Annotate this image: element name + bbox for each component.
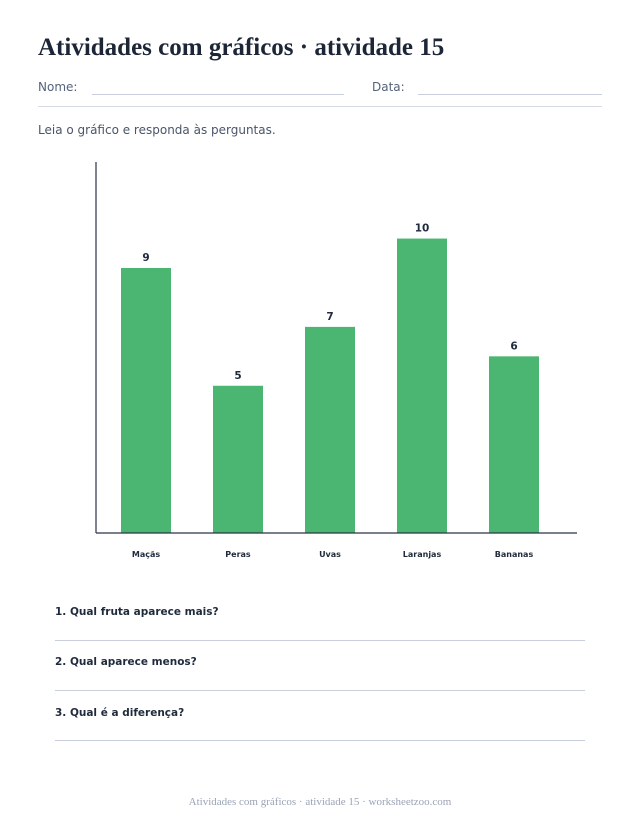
answer-line-3[interactable]	[55, 740, 585, 741]
category-label-4: Bananas	[495, 550, 534, 559]
question-2: 2. Qual aparece menos?	[55, 656, 197, 668]
question-1: 1. Qual fruta aparece mais?	[55, 606, 219, 618]
instructions-text: Leia o gráfico e responda às perguntas.	[38, 123, 276, 137]
bar-chart: 9 Maçãs 5 Peras 7 Uvas 10 Laranjas 6 Bananas	[95, 162, 577, 559]
bar-3	[397, 238, 447, 534]
name-label: Nome:	[38, 80, 78, 94]
name-field[interactable]	[92, 94, 344, 95]
category-label-1: Peras	[225, 550, 251, 559]
bar-2	[305, 326, 355, 533]
footer: Atividades com gráficos · atividade 15 ·…	[188, 796, 452, 808]
bar-1	[213, 385, 263, 533]
chart-labels: 9 Maçãs 5 Peras 7 Uvas 10 Laranjas 6 Bananas	[132, 223, 534, 559]
date-label: Data:	[372, 80, 405, 94]
bar-value-label-2: 7	[326, 311, 333, 323]
date-field[interactable]	[418, 94, 602, 95]
chart-bars	[121, 238, 539, 534]
bar-value-label-4: 6	[510, 340, 517, 352]
bar-4	[489, 356, 539, 533]
category-label-0: Maçãs	[132, 550, 161, 559]
bar-value-label-1: 5	[234, 370, 241, 382]
header-divider	[38, 106, 602, 107]
page-title: Atividades com gráficos · atividade 15	[38, 34, 445, 61]
answer-line-2[interactable]	[55, 690, 585, 691]
bar-0	[121, 268, 171, 533]
answer-line-1[interactable]	[55, 640, 585, 641]
category-label-3: Laranjas	[403, 550, 442, 559]
category-label-2: Uvas	[319, 550, 341, 559]
bar-value-label-0: 9	[142, 252, 149, 264]
bar-value-label-3: 10	[415, 223, 430, 235]
question-3: 3. Qual é a diferença?	[55, 707, 185, 719]
